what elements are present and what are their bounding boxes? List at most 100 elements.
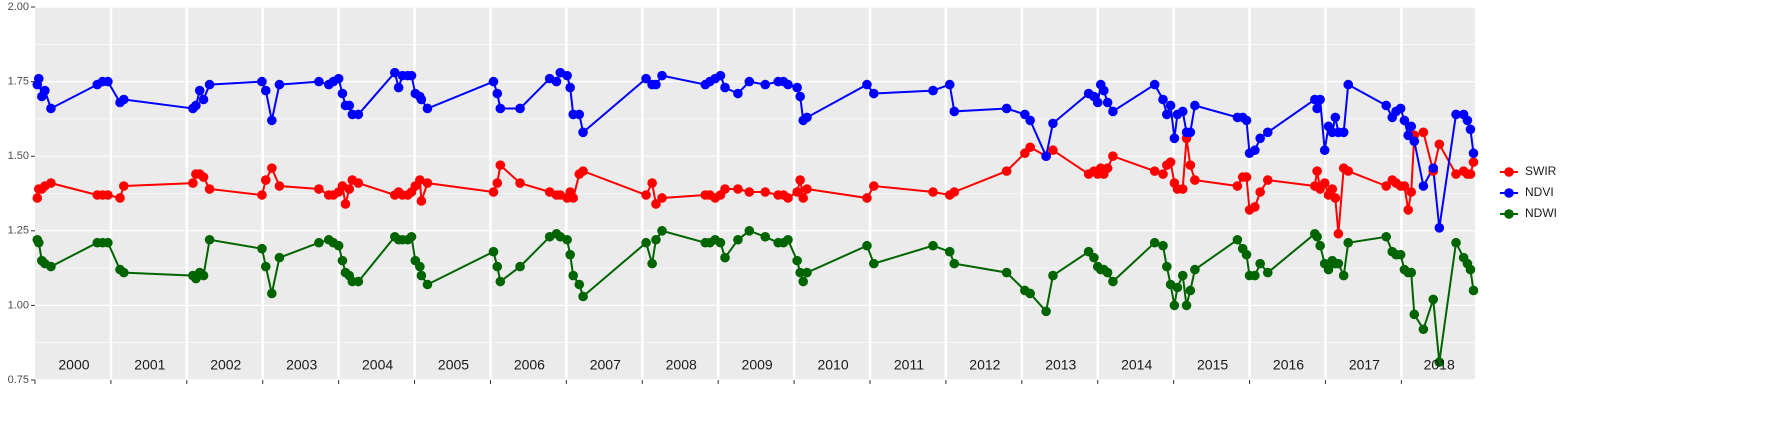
data-point bbox=[353, 276, 364, 287]
data-point bbox=[260, 175, 271, 185]
data-point bbox=[1312, 231, 1322, 242]
year-label: 2018 bbox=[1424, 357, 1455, 373]
data-point bbox=[1403, 130, 1413, 141]
data-point bbox=[944, 79, 955, 90]
data-point bbox=[1330, 112, 1341, 123]
year-label: 2001 bbox=[134, 357, 165, 373]
year-label: 2000 bbox=[58, 357, 89, 373]
data-point bbox=[744, 226, 755, 236]
year-label: 2007 bbox=[590, 357, 621, 373]
data-point bbox=[562, 70, 572, 81]
data-point bbox=[1158, 240, 1168, 251]
data-point bbox=[1158, 94, 1168, 105]
data-point bbox=[495, 103, 506, 114]
year-label: 2016 bbox=[1273, 357, 1304, 373]
data-point bbox=[492, 88, 503, 99]
data-point bbox=[1406, 187, 1417, 197]
data-point bbox=[103, 237, 113, 248]
data-point bbox=[1428, 294, 1439, 305]
data-point bbox=[1102, 97, 1113, 108]
data-point bbox=[792, 187, 802, 197]
data-point bbox=[1025, 142, 1035, 153]
data-point bbox=[1255, 187, 1265, 197]
data-point bbox=[274, 79, 285, 90]
y-tick-label: 1.50 bbox=[8, 150, 29, 162]
data-point bbox=[949, 106, 960, 117]
data-point bbox=[1262, 267, 1273, 278]
data-point bbox=[928, 240, 938, 251]
data-point bbox=[551, 76, 562, 87]
data-point bbox=[1241, 249, 1252, 260]
legend-marker bbox=[1504, 167, 1514, 177]
data-point bbox=[1241, 172, 1252, 182]
data-point bbox=[1333, 258, 1344, 269]
data-point bbox=[198, 94, 209, 105]
data-point bbox=[862, 240, 872, 251]
data-point bbox=[416, 196, 427, 206]
data-point bbox=[1172, 282, 1183, 293]
legend-label: NDWI bbox=[1525, 206, 1557, 220]
data-point bbox=[416, 270, 427, 281]
data-point bbox=[720, 184, 730, 194]
y-tick-label: 2.00 bbox=[8, 1, 29, 13]
year-label: 2003 bbox=[286, 357, 317, 373]
data-point bbox=[1418, 324, 1429, 335]
data-point bbox=[1451, 109, 1461, 120]
legend-marker bbox=[1504, 209, 1514, 219]
data-point bbox=[1462, 115, 1473, 126]
year-label: 2014 bbox=[1121, 357, 1152, 373]
data-point bbox=[415, 261, 425, 272]
data-point bbox=[422, 178, 433, 188]
data-point bbox=[119, 267, 129, 278]
data-point bbox=[798, 193, 809, 203]
data-point bbox=[488, 246, 499, 257]
data-point bbox=[46, 261, 56, 272]
data-point bbox=[1089, 252, 1099, 263]
year-label: 2011 bbox=[894, 357, 924, 373]
data-point bbox=[1333, 228, 1344, 239]
data-point bbox=[715, 237, 726, 248]
data-point bbox=[760, 79, 771, 90]
year-label: 2017 bbox=[1349, 357, 1380, 373]
data-point bbox=[1465, 124, 1476, 135]
data-point bbox=[1262, 127, 1273, 138]
data-point bbox=[204, 79, 215, 90]
data-point bbox=[1108, 276, 1118, 287]
y-tick-label: 1.75 bbox=[8, 76, 29, 88]
data-point bbox=[257, 190, 267, 200]
data-point bbox=[198, 270, 209, 281]
data-point bbox=[1001, 267, 1012, 278]
data-point bbox=[1418, 181, 1429, 191]
data-point bbox=[314, 76, 324, 87]
data-point bbox=[1434, 223, 1445, 233]
data-point bbox=[515, 178, 525, 188]
data-point bbox=[1232, 181, 1243, 191]
data-point bbox=[1190, 100, 1200, 111]
data-point bbox=[783, 79, 793, 90]
data-point bbox=[657, 226, 667, 236]
data-point bbox=[1162, 261, 1172, 272]
data-point bbox=[1165, 157, 1176, 167]
data-point bbox=[1149, 166, 1160, 176]
data-point bbox=[344, 100, 355, 111]
data-point bbox=[314, 184, 324, 194]
data-point bbox=[46, 178, 56, 188]
data-point bbox=[1177, 184, 1188, 194]
data-point bbox=[783, 193, 793, 203]
legend: SWIR NDVI NDWI bbox=[1500, 164, 1557, 220]
data-point bbox=[1185, 160, 1196, 170]
data-point bbox=[565, 82, 575, 93]
data-point bbox=[1468, 148, 1479, 159]
data-point bbox=[1158, 169, 1168, 179]
data-point bbox=[194, 85, 205, 96]
data-point bbox=[260, 261, 271, 272]
data-point bbox=[862, 193, 872, 203]
year-label: 2010 bbox=[817, 357, 848, 373]
data-point bbox=[1330, 193, 1341, 203]
data-point bbox=[733, 184, 743, 194]
data-point bbox=[1409, 136, 1420, 147]
data-point bbox=[119, 94, 129, 105]
data-point bbox=[353, 178, 364, 188]
data-point bbox=[188, 178, 198, 188]
